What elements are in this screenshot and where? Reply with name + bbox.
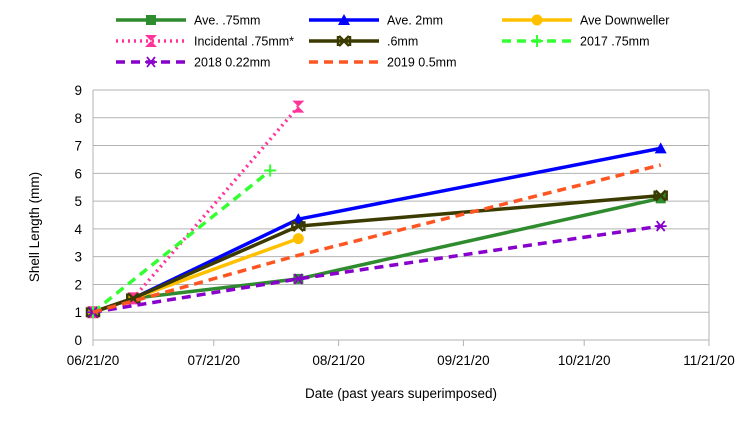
- y-tick-label: 9: [74, 83, 82, 98]
- legend-label: .6mm: [387, 35, 418, 49]
- y-tick-label: 5: [74, 194, 82, 209]
- data-point-circle: [292, 233, 304, 245]
- data-point-hourglass: [292, 100, 305, 113]
- data-point-hourglass: [145, 35, 157, 47]
- data-point-asterisk: [292, 273, 305, 285]
- x-tick-label: 09/21/20: [437, 353, 490, 368]
- plot-area: [92, 90, 710, 341]
- legend-item: 2018 0.22mm: [116, 56, 270, 70]
- legend-item: Incidental .75mm*: [116, 35, 294, 49]
- legend-label: Ave. 2mm: [387, 14, 443, 28]
- y-tick-label: 7: [74, 139, 82, 154]
- series-layer: [85, 100, 668, 319]
- legend-label: 2017 .75mm: [580, 35, 649, 49]
- x-tick-label: 06/21/20: [67, 353, 120, 368]
- legend-label: 2019 0.5mm: [387, 56, 456, 70]
- legend-label: Incidental .75mm*: [194, 35, 294, 49]
- series-line: [92, 224, 661, 314]
- data-point-triangle: [338, 14, 350, 25]
- data-point-xbar: [291, 220, 306, 232]
- series-8: [92, 163, 662, 314]
- data-point-asterisk: [654, 220, 667, 232]
- x-axis: 06/21/20 07/21/20 08/21/20 09/21/20 10/21/20…: [67, 340, 735, 368]
- series-4: [87, 100, 305, 319]
- x-axis-title: Date (past years superimposed): [305, 386, 497, 401]
- legend-label: Ave. .75mm: [194, 14, 260, 28]
- y-tick-label: 3: [74, 250, 82, 265]
- data-point-xbar: [653, 189, 668, 202]
- series-3: [87, 233, 304, 318]
- y-tick-label: 6: [74, 166, 82, 181]
- series-6: [87, 164, 277, 319]
- series-line: [91, 169, 272, 314]
- y-axis-title: Shell Length (mm): [27, 172, 42, 282]
- legend-item: .6mm: [309, 35, 418, 49]
- data-point-asterisk: [145, 56, 157, 68]
- legend-item: Ave. 2mm: [309, 14, 443, 28]
- y-tick-label: 2: [74, 277, 82, 292]
- x-tick-label: 11/21/20: [683, 353, 735, 368]
- legend-label: Ave Downweller: [580, 14, 669, 28]
- data-point-square: [655, 193, 666, 204]
- data-point-plus: [264, 164, 277, 177]
- legend-item: Ave Downweller: [502, 14, 669, 28]
- y-axis: 0 1 2 3 4 5 6 7 8 9: [74, 83, 82, 348]
- legend-item: Ave. .75mm: [116, 14, 260, 28]
- series-line: [92, 196, 662, 314]
- data-point-xbar: [336, 35, 352, 47]
- x-tick-label: 10/21/20: [558, 353, 611, 368]
- y-tick-label: 0: [74, 333, 82, 348]
- data-point-triangle: [654, 142, 667, 154]
- legend-item: 2019 0.5mm: [309, 56, 456, 70]
- y-tick-label: 4: [74, 222, 82, 237]
- legend-label: 2018 0.22mm: [194, 56, 270, 70]
- y-tick-label: 1: [74, 305, 82, 320]
- y-tick-label: 8: [74, 111, 82, 126]
- data-point-circle: [531, 14, 543, 26]
- data-point-xbar: [126, 292, 141, 305]
- data-point-square: [146, 15, 156, 25]
- x-tick-label: 07/21/20: [188, 353, 241, 368]
- x-tick-label: 08/21/20: [312, 353, 365, 368]
- legend-item: 2017 .75mm: [502, 35, 649, 49]
- series-line: [92, 163, 662, 314]
- data-point-plus: [531, 35, 543, 47]
- series-7: [87, 220, 667, 318]
- legend: Ave. .75mm Ave. 2mm Ave Downweller Incident…: [116, 14, 669, 70]
